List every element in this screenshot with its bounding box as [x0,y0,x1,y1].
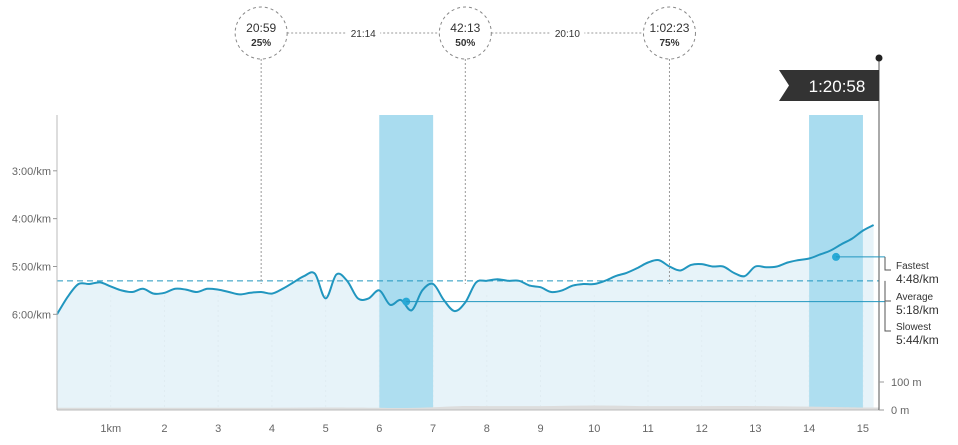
x-tick-label: 9 [537,423,543,435]
x-tick-label: 10 [588,423,600,435]
finish-time: 1:20:58 [809,77,866,96]
highlight-range-overlay [379,115,434,410]
pace-line-layer [56,224,875,315]
x-tick-label: 14 [803,423,815,435]
finish-pin [875,54,883,62]
x-tick-label: 13 [749,423,761,435]
slowest-value: 5:44/km [896,333,939,347]
split-interval-bg [550,25,585,40]
split-circle [642,6,696,60]
average-value: 5:18/km [896,303,939,317]
fastest-label: Fastest [896,261,929,272]
split-interval: 21:14 [351,29,376,40]
x-tick-label: 2 [161,423,167,435]
x-tick-label: 11 [642,423,653,435]
split-interval: 20:10 [555,29,580,40]
y-tick-label: 3:00/km [12,166,51,178]
pace-line [56,224,875,315]
split-time: 42:13 [450,21,480,35]
y-tick-label: 4:00/km [12,214,51,226]
split-percent: 25% [251,38,271,49]
split-time: 20:59 [246,21,276,35]
elevation-layer [57,405,879,410]
average-label: Average [896,292,934,303]
elevation-tick-label: 100 m [891,377,922,389]
split-percent: 75% [659,38,679,49]
fastest-bracket [884,256,891,271]
split-interval-bg [346,25,381,40]
x-tick-label: 15 [857,423,869,435]
x-tick-label: 8 [484,423,490,435]
average-bracket [884,280,891,302]
x-tick-label: 5 [323,423,329,435]
finish-badge [779,70,879,101]
split-percent: 50% [455,38,475,49]
x-tick-label: 4 [269,423,275,435]
highlight-range-overlay [809,115,863,410]
x-tick-label: 3 [215,423,221,435]
finish-layer: 1:20:58 [779,54,883,101]
slowest-bracket [884,301,891,332]
splits-layer: 20:59 25% 42:13 50% 1:02:23 75% 21:14 20:10 [234,6,696,285]
split-time: 1:02:23 [649,21,689,35]
x-tick-label: 12 [696,423,708,435]
slowest-label: Slowest [896,322,931,333]
elevation-area [57,405,879,410]
x-tick-label: 1km [100,423,121,435]
y-tick-label: 6:00/km [12,309,51,321]
x-tick-label: 6 [376,423,382,435]
x-tick-label: 7 [430,423,436,435]
fastest-value: 4:48/km [896,272,939,286]
y-tick-label: 5:00/km [12,261,51,273]
axes-layer: 3:00/km 4:00/km 5:00/km 6:00/km 1km 2 3 4 5 6 7 8 9 1… [12,60,922,435]
elevation-tick-label: 0 m [891,405,909,417]
